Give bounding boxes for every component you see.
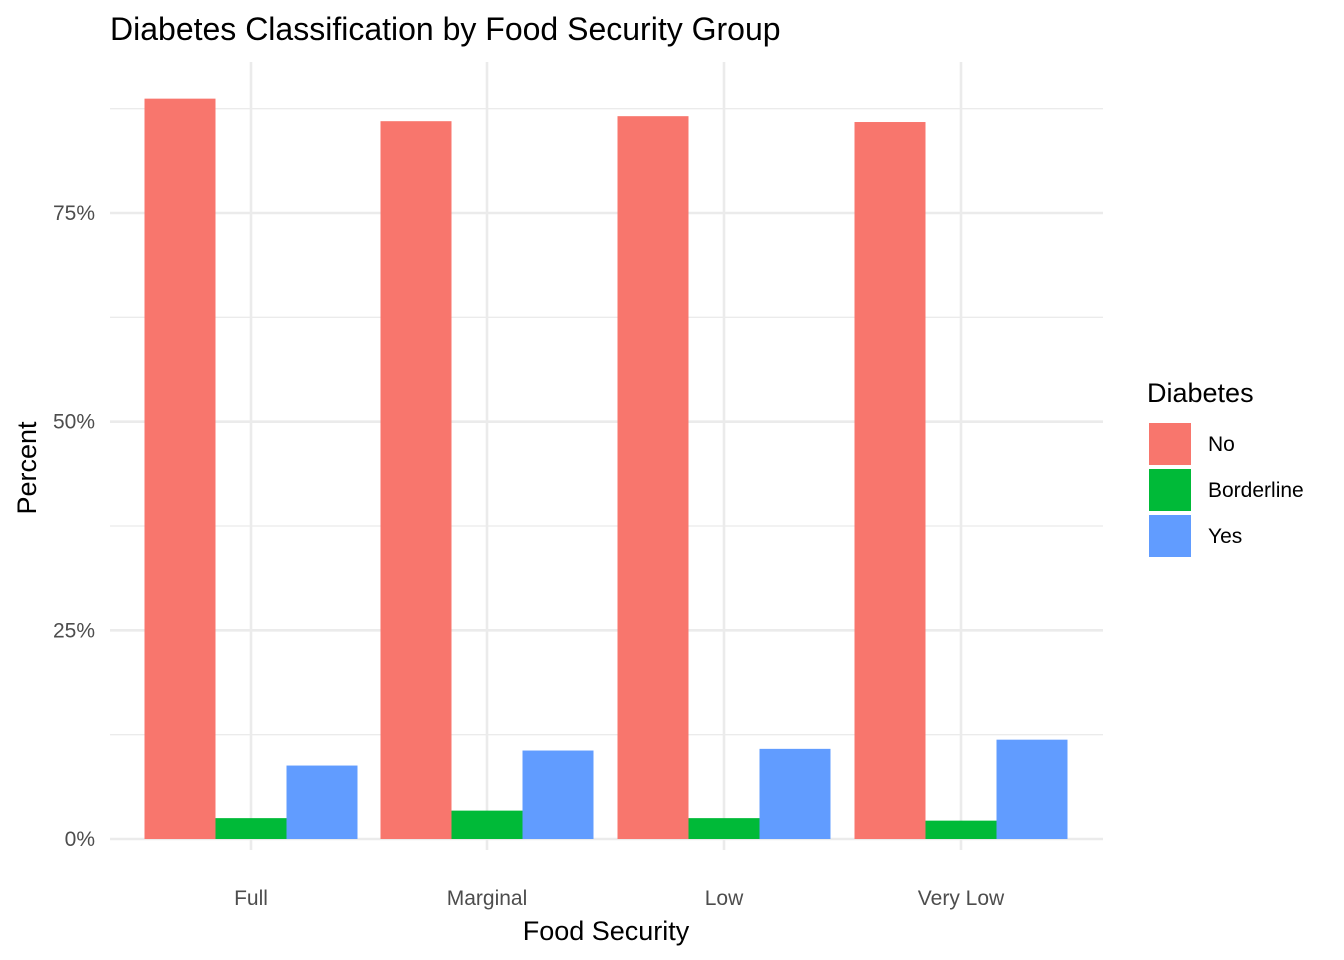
y-tick-label: 0% <box>65 828 95 851</box>
x-tick-label: Marginal <box>447 887 528 910</box>
legend-items: No Borderline Yes <box>1149 423 1304 557</box>
y-axis-title: Percent <box>12 421 42 515</box>
bars <box>144 98 1068 840</box>
legend-label-yes: Yes <box>1208 525 1242 548</box>
bar-borderline-marginal <box>451 810 523 839</box>
bar-no-marginal <box>380 121 452 840</box>
axes: 0% 25% 50% 75% Full Marginal Low Very Low <box>53 202 1005 910</box>
y-tick-label: 50% <box>53 411 95 434</box>
legend-key-borderline <box>1149 469 1191 511</box>
legend-label-borderline: Borderline <box>1208 479 1304 502</box>
bar-no-low <box>617 116 689 840</box>
x-tick-label: Very Low <box>918 887 1005 910</box>
bar-yes-marginal <box>522 750 594 839</box>
chart-title: Diabetes Classification by Food Security… <box>110 11 781 47</box>
x-axis-title: Food Security <box>523 916 690 946</box>
y-tick-label: 25% <box>53 619 95 642</box>
legend-label-no: No <box>1208 433 1235 456</box>
bar-borderline-full <box>215 818 287 839</box>
legend-key-yes <box>1149 515 1191 557</box>
bar-no-full <box>144 98 216 840</box>
bar-no-very-low <box>854 122 926 839</box>
legend: Diabetes No Borderline Yes <box>1147 378 1304 557</box>
x-tick-label: Full <box>234 887 268 910</box>
bar-yes-low <box>759 748 831 839</box>
bar-yes-full <box>286 765 358 839</box>
x-tick-label: Low <box>705 887 744 910</box>
legend-title: Diabetes <box>1147 378 1254 408</box>
bar-yes-very-low <box>996 739 1068 839</box>
bar-borderline-low <box>688 818 760 839</box>
y-tick-label: 75% <box>53 202 95 225</box>
legend-key-no <box>1149 423 1191 465</box>
bar-borderline-very-low <box>925 820 997 839</box>
grid-lines <box>110 62 1103 850</box>
